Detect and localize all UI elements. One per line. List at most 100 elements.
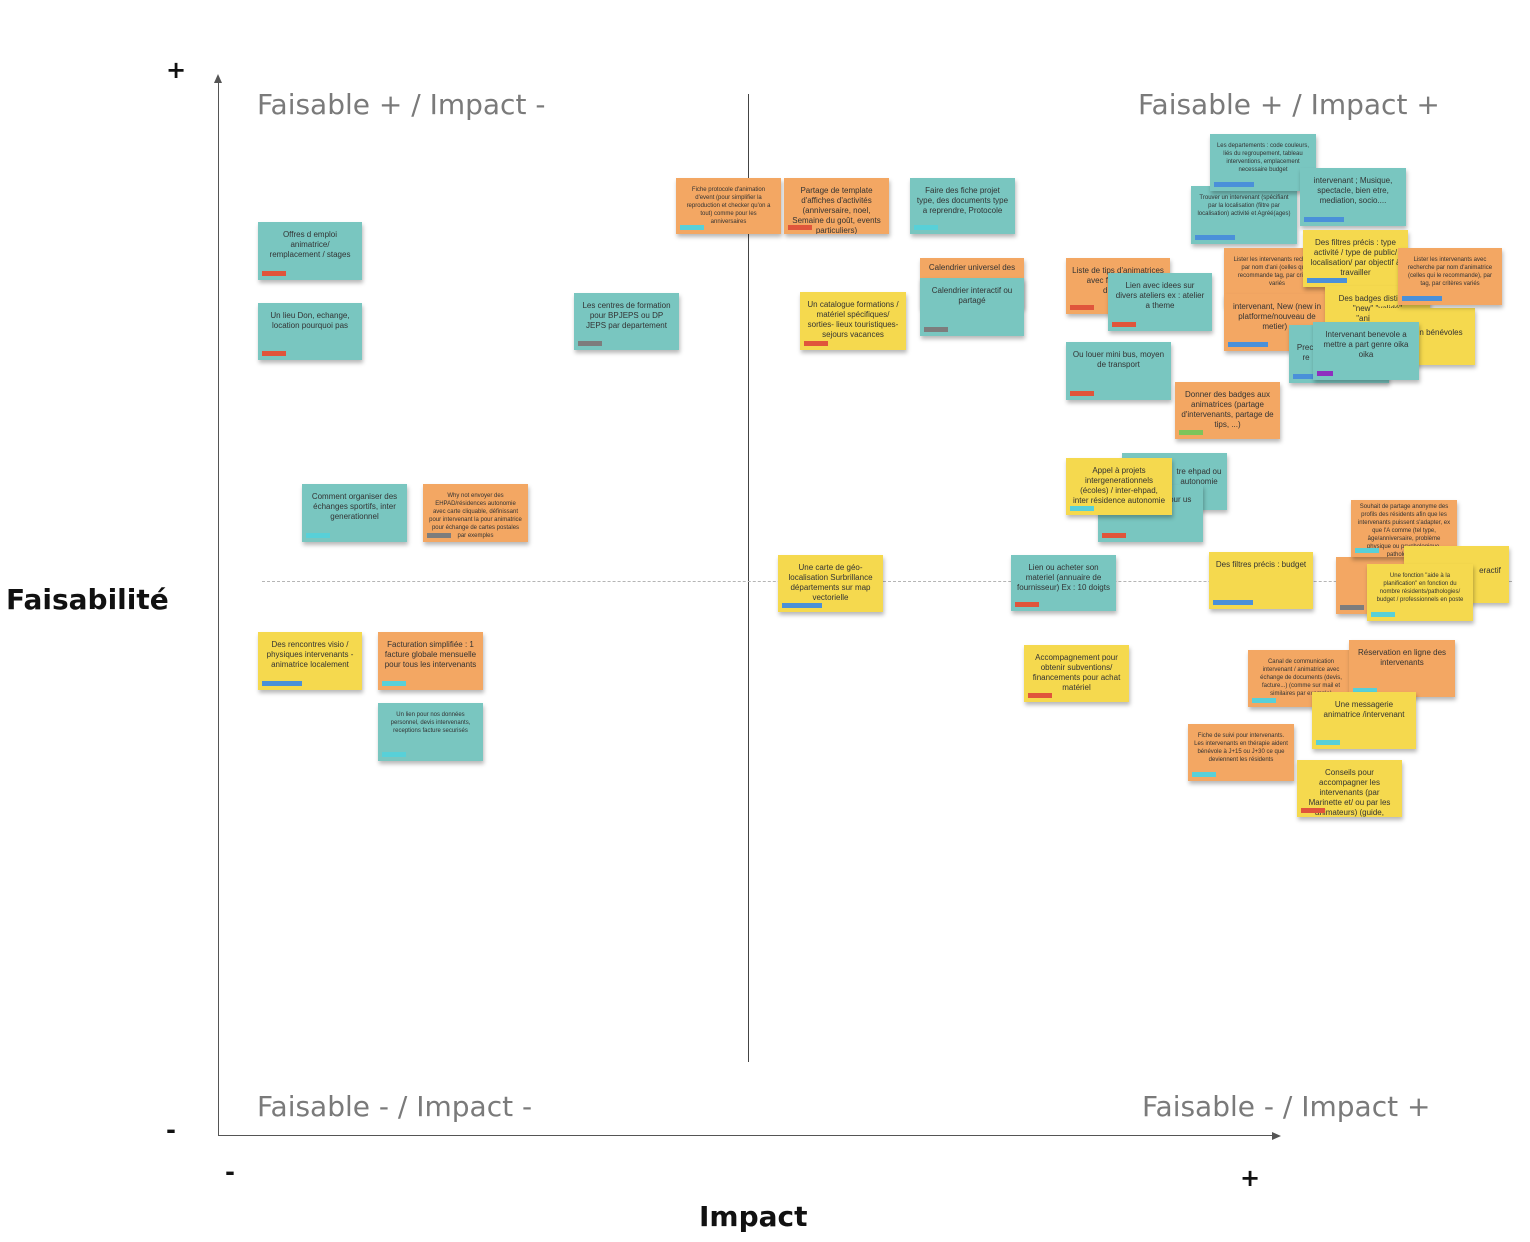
sticky-note[interactable]: intervenant ; Musique, spectacle, bien e… [1300,168,1406,226]
sticky-note-text: Des filtres précis : budget [1215,560,1307,569]
sticky-note[interactable]: Des filtres précis : budget [1209,552,1313,609]
sticky-note[interactable]: Fiche protocole d'animation d'event (pou… [676,178,781,234]
x-axis-minus: - [225,1158,235,1186]
color-tag [1301,808,1325,813]
color-tag [1213,600,1253,605]
sticky-note[interactable]: Fiche de suivi pour intervenants. Les in… [1188,724,1294,781]
sticky-note[interactable]: Canal de communication intervenant / ani… [1248,650,1354,707]
sticky-note[interactable]: Une fonction "aide à la planification" e… [1367,564,1473,621]
sticky-note[interactable]: Ou louer mini bus, moyen de transport [1066,342,1171,400]
sticky-note[interactable]: Les centres de formation pour BPJEPS ou … [574,293,679,350]
color-tag [1192,772,1216,777]
sticky-note-text: Une carte de géo-localisation Surbrillan… [788,563,873,602]
y-axis-title: Faisabilité [6,583,169,616]
quadrant-label-top-right: Faisable + / Impact + [1138,88,1440,121]
color-tag [262,681,302,686]
color-tag [262,271,286,276]
color-tag [1252,698,1276,703]
color-tag [1070,391,1094,396]
sticky-note[interactable]: Réservation en ligne des intervenants [1349,640,1455,697]
sticky-note-text: tre ehpad ou autonomie [1176,467,1222,486]
color-tag [1070,305,1094,310]
sticky-note-text: Comment organiser des échanges sportifs,… [311,492,398,521]
color-tag [1228,342,1268,347]
sticky-note-text: Offres d emploi animatrice/ remplacement… [269,230,351,259]
color-tag [1317,371,1333,376]
sticky-note-text: Un lien pour nos données personnel, devi… [390,712,471,734]
sticky-note[interactable]: Offres d emploi animatrice/ remplacement… [258,222,362,280]
color-tag [382,681,406,686]
color-tag [788,225,812,230]
sticky-note[interactable]: Des rencontres visio / physiques interve… [258,632,362,690]
sticky-note-text: Why not envoyer des EHPAD/résidences aut… [429,493,522,539]
sticky-note[interactable]: Comment organiser des échanges sportifs,… [302,484,407,542]
color-tag [1340,605,1364,610]
sticky-note[interactable]: Un catalogue formations / matériel spéci… [800,292,906,350]
color-tag [1304,217,1344,222]
sticky-note-text: Accompagnement pour obtenir subventions/… [1032,653,1121,692]
sticky-note[interactable]: Trouver un intervenant (spécifiant par l… [1191,186,1297,244]
color-tag [1371,612,1395,617]
color-tag [1307,278,1347,283]
color-tag [1355,548,1379,553]
sticky-note-text: Faire des fiche projet type, des documen… [916,186,1009,215]
sticky-note-text: Trouver un intervenant (spécifiant par l… [1197,195,1291,217]
color-tag [427,533,451,538]
y-axis-minus: - [166,1116,176,1144]
quadrant-label-bottom-right: Faisable - / Impact + [1142,1090,1431,1123]
color-tag [262,351,286,356]
x-axis-line [218,1135,1276,1136]
color-tag [1402,296,1442,301]
sticky-note[interactable]: Calendrier interactif ou partagé [920,278,1024,336]
sticky-note[interactable]: Lien avec idees sur divers ateliers ex :… [1108,273,1212,331]
x-axis-plus: + [1240,1164,1261,1192]
sticky-note-text: Canal de communication intervenant / ani… [1260,659,1342,697]
color-tag [1179,430,1203,435]
sticky-note[interactable]: Accompagnement pour obtenir subventions/… [1024,645,1129,702]
color-tag [1028,693,1052,698]
sticky-note[interactable]: Partage de template d'affiches d'activit… [784,178,889,234]
y-axis-plus: + [166,56,187,84]
sticky-note-text: pour us [1164,495,1192,504]
color-tag [804,341,828,346]
color-tag [578,341,602,346]
sticky-note-text: Appel à projets intergenerationnels (éco… [1072,466,1166,505]
sticky-note-text: Facturation simplifiée : 1 facture globa… [384,640,477,669]
sticky-note[interactable]: Lien ou acheter son materiel (annuaire d… [1011,555,1116,611]
sticky-note[interactable]: Une carte de géo-localisation Surbrillan… [778,555,883,612]
sticky-note-text: Ou louer mini bus, moyen de transport [1072,350,1165,369]
color-tag [1102,533,1126,538]
sticky-note[interactable]: Intervenant benevole a mettre a part gen… [1313,322,1419,380]
sticky-note[interactable]: Facturation simplifiée : 1 facture globa… [378,632,483,690]
sticky-note[interactable]: Donner des badges aux animatrices (parta… [1175,382,1280,439]
sticky-note-text: Conseils pour accompagner les intervenan… [1308,768,1391,817]
y-axis-arrow [214,74,222,83]
sticky-note-text: Lien avec idees sur divers ateliers ex :… [1115,281,1205,310]
sticky-note-text: Des filtres précis : type activité / typ… [1310,238,1401,277]
sticky-note[interactable]: Un lien pour nos données personnel, devi… [378,703,483,761]
sticky-note-text: Lister les intervenants avec recherche p… [1407,257,1493,287]
color-tag [914,225,938,230]
sticky-note[interactable]: Une messagerie animatrice /intervenant [1312,692,1416,749]
x-axis-arrow [1272,1132,1281,1140]
sticky-note[interactable]: Un lieu Don, echange, location pourquoi … [258,303,362,360]
sticky-note[interactable]: Faire des fiche projet type, des documen… [910,178,1015,234]
color-tag [1353,688,1377,693]
sticky-note-text: Lister les intervenants recherche par no… [1233,257,1321,287]
color-tag [1214,182,1254,187]
sticky-note[interactable]: Appel à projets intergenerationnels (éco… [1066,458,1172,515]
color-tag [1070,506,1094,511]
sticky-note-text: Intervenant benevole a mettre a part gen… [1323,330,1409,359]
color-tag [382,752,406,757]
quadrant-horizontal-divider [262,581,1512,582]
sticky-note-text: Calendrier universel des [928,263,1016,272]
sticky-note[interactable]: Lister les intervenants avec recherche p… [1398,248,1502,305]
y-axis-line [218,78,219,1136]
sticky-note[interactable]: Why not envoyer des EHPAD/résidences aut… [423,484,528,542]
color-tag [1316,740,1340,745]
sticky-note[interactable]: Les departements : code couleurs, liés d… [1210,134,1316,191]
sticky-note-text: Des rencontres visio / physiques interve… [266,640,354,669]
sticky-note[interactable]: Conseils pour accompagner les intervenan… [1297,760,1402,817]
color-tag [680,225,704,230]
sticky-note[interactable]: Des filtres précis : type activité / typ… [1303,230,1408,287]
